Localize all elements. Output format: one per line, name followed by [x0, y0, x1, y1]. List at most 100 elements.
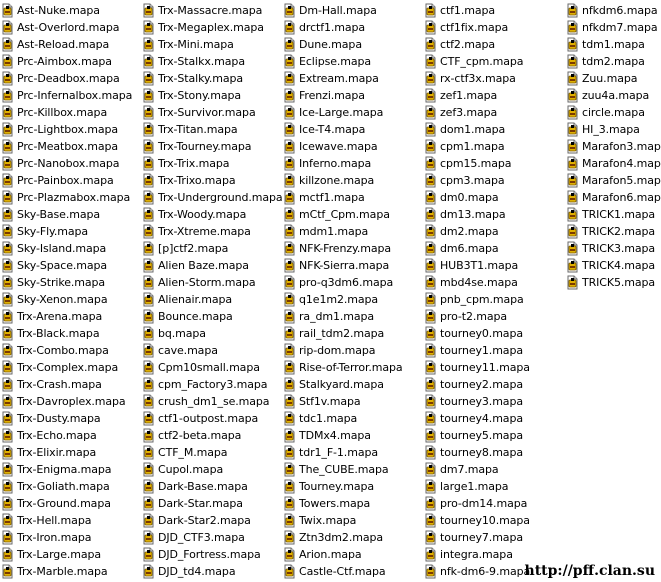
file-item[interactable]: integra.mapa	[424, 546, 530, 563]
file-item[interactable]: Icewave.mapa	[283, 138, 403, 155]
file-item[interactable]: rip-dom.mapa	[283, 342, 403, 359]
file-item[interactable]: Sky-Strike.mapa	[1, 274, 132, 291]
file-item[interactable]: mdm1.mapa	[283, 223, 403, 240]
file-item[interactable]: ctf2.mapa	[424, 36, 530, 53]
file-item[interactable]: Sky-Fly.mapa	[1, 223, 132, 240]
file-item[interactable]: Sky-Space.mapa	[1, 257, 132, 274]
file-item[interactable]: NFK-Frenzy.mapa	[283, 240, 403, 257]
file-item[interactable]: Marafon3.mapa	[566, 138, 661, 155]
file-item[interactable]: Inferno.mapa	[283, 155, 403, 172]
file-item[interactable]: dm6.mapa	[424, 240, 530, 257]
file-item[interactable]: dm2.mapa	[424, 223, 530, 240]
file-item[interactable]: Prc-Killbox.mapa	[1, 104, 132, 121]
file-item[interactable]: Twix.mapa	[283, 512, 403, 529]
file-item[interactable]: Sky-Xenon.mapa	[1, 291, 132, 308]
file-item[interactable]: cave.mapa	[142, 342, 283, 359]
file-item[interactable]: Cupol.mapa	[142, 461, 283, 478]
file-item[interactable]: Trx-Goliath.mapa	[1, 478, 132, 495]
file-item[interactable]: TRICK4.mapa	[566, 257, 661, 274]
file-item[interactable]: Trx-Arena.mapa	[1, 308, 132, 325]
file-item[interactable]: Ast-Overlord.mapa	[1, 19, 132, 36]
file-item[interactable]: Trx-Iron.mapa	[1, 529, 132, 546]
file-item[interactable]: tourney4.mapa	[424, 410, 530, 427]
file-item[interactable]: Alienair.mapa	[142, 291, 283, 308]
file-item[interactable]: DJD_CTF3.mapa	[142, 529, 283, 546]
file-item[interactable]: Trx-Black.mapa	[1, 325, 132, 342]
file-item[interactable]: Prc-Plazmabox.mapa	[1, 189, 132, 206]
file-item[interactable]: ctf2-beta.mapa	[142, 427, 283, 444]
file-item[interactable]: HUB3T1.mapa	[424, 257, 530, 274]
file-item[interactable]: ctf1fix.mapa	[424, 19, 530, 36]
file-item[interactable]: Sky-Base.mapa	[1, 206, 132, 223]
file-item[interactable]: Rise-of-Terror.mapa	[283, 359, 403, 376]
file-item[interactable]: Trx-Echo.mapa	[1, 427, 132, 444]
file-item[interactable]: Cpm10small.mapa	[142, 359, 283, 376]
file-item[interactable]: tdc1.mapa	[283, 410, 403, 427]
file-item[interactable]: bq.mapa	[142, 325, 283, 342]
file-item[interactable]: mctf1.mapa	[283, 189, 403, 206]
file-item[interactable]: TRICK1.mapa	[566, 206, 661, 223]
file-item[interactable]: pro-t2.mapa	[424, 308, 530, 325]
file-item[interactable]: dm7.mapa	[424, 461, 530, 478]
file-item[interactable]: Trx-Stalkx.mapa	[142, 53, 283, 70]
file-item[interactable]: Trx-Xtreme.mapa	[142, 223, 283, 240]
file-item[interactable]: CTF_cpm.mapa	[424, 53, 530, 70]
file-item[interactable]: Prc-Aimbox.mapa	[1, 53, 132, 70]
file-item[interactable]: NFK-Sierra.mapa	[283, 257, 403, 274]
file-item[interactable]: cpm1.mapa	[424, 138, 530, 155]
file-item[interactable]: cpm15.mapa	[424, 155, 530, 172]
file-item[interactable]: Marafon5.mapa	[566, 172, 661, 189]
file-item[interactable]: Trx-Stony.mapa	[142, 87, 283, 104]
file-item[interactable]: Trx-Combo.mapa	[1, 342, 132, 359]
file-item[interactable]: Trx-Trixo.mapa	[142, 172, 283, 189]
file-item[interactable]: zef1.mapa	[424, 87, 530, 104]
file-item[interactable]: DJD_td4.mapa	[142, 563, 283, 580]
file-item[interactable]: Trx-Enigma.mapa	[1, 461, 132, 478]
file-item[interactable]: tourney2.mapa	[424, 376, 530, 393]
file-item[interactable]: Trx-Trix.mapa	[142, 155, 283, 172]
file-item[interactable]: drctf1.mapa	[283, 19, 403, 36]
file-item[interactable]: Trx-Dusty.mapa	[1, 410, 132, 427]
file-item[interactable]: TRICK3.mapa	[566, 240, 661, 257]
file-item[interactable]: large1.mapa	[424, 478, 530, 495]
file-item[interactable]: pro-dm14.mapa	[424, 495, 530, 512]
file-item[interactable]: HI_3.mapa	[566, 121, 661, 138]
file-item[interactable]: tourney3.mapa	[424, 393, 530, 410]
file-item[interactable]: Trx-Megaplex.mapa	[142, 19, 283, 36]
file-item[interactable]: TRICK2.mapa	[566, 223, 661, 240]
file-item[interactable]: Frenzi.mapa	[283, 87, 403, 104]
file-item[interactable]: The_CUBE.mapa	[283, 461, 403, 478]
file-item[interactable]: Prc-Infernalbox.mapa	[1, 87, 132, 104]
file-item[interactable]: zef3.mapa	[424, 104, 530, 121]
file-item[interactable]: pro-q3dm6.mapa	[283, 274, 403, 291]
file-item[interactable]: Trx-Crash.mapa	[1, 376, 132, 393]
file-item[interactable]: CTF_M.mapa	[142, 444, 283, 461]
file-item[interactable]: Dm-Hall.mapa	[283, 2, 403, 19]
file-item[interactable]: Stf1v.mapa	[283, 393, 403, 410]
file-item[interactable]: tourney0.mapa	[424, 325, 530, 342]
file-item[interactable]: tourney11.mapa	[424, 359, 530, 376]
file-item[interactable]: Trx-Massacre.mapa	[142, 2, 283, 19]
file-item[interactable]: crush_dm1_se.mapa	[142, 393, 283, 410]
file-item[interactable]: Trx-Ground.mapa	[1, 495, 132, 512]
file-item[interactable]: Dark-Star.mapa	[142, 495, 283, 512]
file-item[interactable]: Sky-Island.mapa	[1, 240, 132, 257]
file-item[interactable]: zuu4a.mapa	[566, 87, 661, 104]
file-item[interactable]: pnb_cpm.mapa	[424, 291, 530, 308]
file-item[interactable]: Prc-Lightbox.mapa	[1, 121, 132, 138]
file-item[interactable]: Trx-Stalky.mapa	[142, 70, 283, 87]
file-item[interactable]: mCtf_Cpm.mapa	[283, 206, 403, 223]
file-item[interactable]: Castle-Ctf.mapa	[283, 563, 403, 580]
file-item[interactable]: DJD_Fortress.mapa	[142, 546, 283, 563]
file-item[interactable]: dm13.mapa	[424, 206, 530, 223]
file-item[interactable]: tdm2.mapa	[566, 53, 661, 70]
file-item[interactable]: tourney5.mapa	[424, 427, 530, 444]
file-item[interactable]: dom1.mapa	[424, 121, 530, 138]
file-item[interactable]: Prc-Deadbox.mapa	[1, 70, 132, 87]
file-item[interactable]: Trx-Large.mapa	[1, 546, 132, 563]
file-item[interactable]: circle.mapa	[566, 104, 661, 121]
file-item[interactable]: tourney8.mapa	[424, 444, 530, 461]
file-item[interactable]: Tourney.mapa	[283, 478, 403, 495]
file-item[interactable]: Alien-Storm.mapa	[142, 274, 283, 291]
file-item[interactable]: Trx-Mini.mapa	[142, 36, 283, 53]
